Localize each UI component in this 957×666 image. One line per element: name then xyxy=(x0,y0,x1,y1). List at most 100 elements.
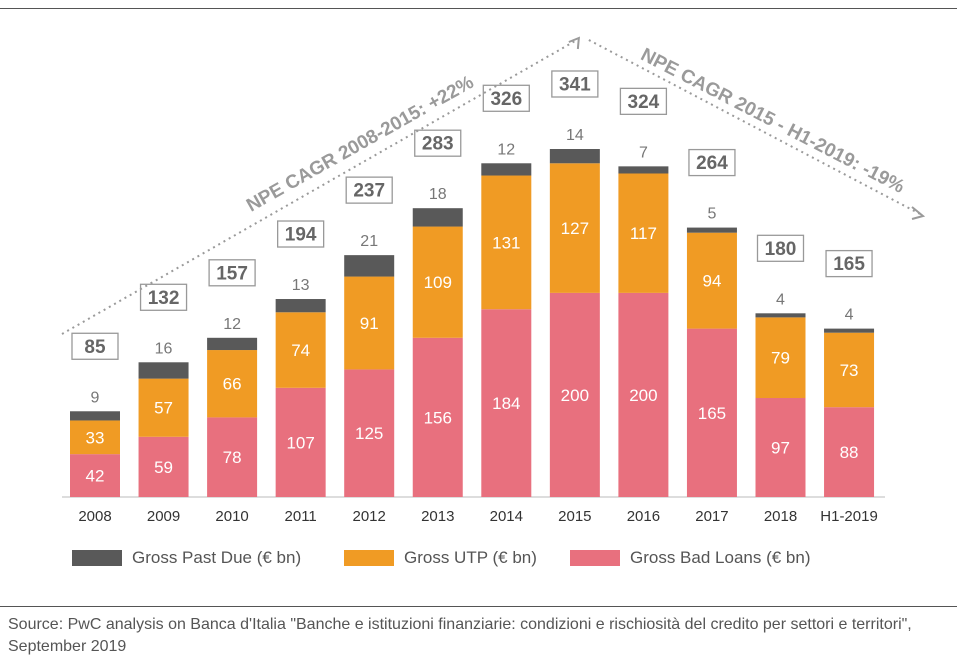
source-note: Source: PwC analysis on Banca d'Italia "… xyxy=(8,616,912,655)
bar-past-due-2008 xyxy=(70,411,120,421)
legend-label-utp: Gross UTP (€ bn) xyxy=(404,548,537,567)
x-tick-label-2014: 2014 xyxy=(490,508,523,525)
bar-past-due-H1-2019 xyxy=(824,328,875,333)
total-label-2016: 324 xyxy=(628,92,660,113)
legend-swatch-bad-loans xyxy=(570,550,620,566)
value-label-utp-2014: 131 xyxy=(492,233,520,252)
value-label-past-due-2010: 12 xyxy=(223,316,241,333)
value-label-utp-H1-2019: 73 xyxy=(840,361,859,380)
legend-item-bad-loans: Gross Bad Loans (€ bn) xyxy=(570,548,810,568)
bar-utp-2017 xyxy=(686,232,737,329)
cagr-annotation-down: NPE CAGR 2015 - H1-2019: -19% xyxy=(637,44,908,197)
value-label-bad-loans-2008: 42 xyxy=(86,467,105,486)
legend-swatch-past-due xyxy=(72,550,122,566)
total-label-2011: 194 xyxy=(285,225,317,246)
total-box-2016 xyxy=(619,87,668,115)
npe-stacked-bar-chart: 4233985200859571613220097866121572010107… xyxy=(61,36,926,525)
value-label-past-due-2017: 5 xyxy=(707,206,716,223)
bar-bad-loans-2012 xyxy=(344,369,395,497)
total-label-2012: 237 xyxy=(353,181,385,202)
x-tick-label-2015: 2015 xyxy=(558,508,591,525)
total-box-2008 xyxy=(71,332,119,360)
bottom-divider xyxy=(0,606,957,607)
x-tick-label-2011: 2011 xyxy=(285,508,317,525)
value-label-bad-loans-2011: 107 xyxy=(286,433,314,452)
bar-utp-2015 xyxy=(549,163,600,293)
trend-line-down xyxy=(588,39,923,216)
total-label-2010: 157 xyxy=(216,263,248,284)
value-label-past-due-2008: 9 xyxy=(91,389,100,406)
value-label-past-due-H1-2019: 4 xyxy=(845,307,854,324)
value-label-past-due-2011: 13 xyxy=(292,277,310,294)
legend-label-past-due: Gross Past Due (€ bn) xyxy=(132,548,302,567)
total-label-2018: 180 xyxy=(765,239,797,260)
bar-bad-loans-2008 xyxy=(70,454,120,497)
value-label-utp-2016: 117 xyxy=(630,224,657,243)
legend-swatch-utp xyxy=(344,550,394,566)
value-label-utp-2009: 57 xyxy=(154,399,173,418)
x-tick-label-2013: 2013 xyxy=(421,508,454,525)
bar-utp-2008 xyxy=(70,420,120,455)
x-tick-label-2010: 2010 xyxy=(215,508,248,525)
value-label-utp-2012: 91 xyxy=(360,314,379,333)
bar-past-due-2015 xyxy=(549,149,600,164)
legend-item-past-due: Gross Past Due (€ bn) xyxy=(72,548,301,568)
total-box-2009 xyxy=(139,283,188,311)
x-tick-label-2017: 2017 xyxy=(695,508,728,525)
bar-bad-loans-2015 xyxy=(549,292,600,497)
bar-bad-loans-2009 xyxy=(138,436,189,497)
total-box-H1-2019 xyxy=(825,249,873,278)
bar-past-due-2018 xyxy=(755,313,806,318)
x-tick-label-2012: 2012 xyxy=(353,508,386,525)
x-tick-label-2018: 2018 xyxy=(764,508,797,525)
bar-utp-2014 xyxy=(481,175,532,310)
bar-bad-loans-2018 xyxy=(755,398,806,497)
value-label-bad-loans-2017: 165 xyxy=(698,404,726,423)
total-label-2008: 85 xyxy=(84,337,106,358)
bar-past-due-2010 xyxy=(207,337,258,351)
value-label-past-due-2015: 14 xyxy=(566,127,584,144)
value-label-bad-loans-2010: 78 xyxy=(223,448,242,467)
bar-past-due-2014 xyxy=(481,163,532,176)
total-box-2015 xyxy=(551,70,599,98)
value-label-utp-2013: 109 xyxy=(424,273,452,292)
value-label-utp-2018: 79 xyxy=(771,349,790,368)
bar-past-due-2016 xyxy=(618,166,669,174)
total-box-2017 xyxy=(688,148,736,177)
bar-bad-loans-2016 xyxy=(618,292,669,497)
value-label-bad-loans-2012: 125 xyxy=(355,424,383,443)
total-label-2015: 341 xyxy=(559,75,591,96)
bar-bad-loans-2017 xyxy=(686,328,737,497)
value-label-utp-2011: 74 xyxy=(291,341,310,360)
total-label-H1-2019: 165 xyxy=(833,254,865,275)
value-label-bad-loans-2015: 200 xyxy=(561,386,589,405)
value-label-bad-loans-2009: 59 xyxy=(154,458,173,477)
total-box-2011 xyxy=(276,220,325,248)
legend-label-bad-loans: Gross Bad Loans (€ bn) xyxy=(630,548,811,567)
total-label-2009: 132 xyxy=(148,288,180,309)
value-label-past-due-2013: 18 xyxy=(429,186,447,203)
bar-past-due-2011 xyxy=(275,299,326,313)
bar-utp-2018 xyxy=(755,317,806,399)
bar-past-due-2009 xyxy=(138,362,189,379)
bar-bad-loans-H1-2019 xyxy=(824,407,875,497)
value-label-past-due-2014: 12 xyxy=(497,141,515,158)
legend-item-utp: Gross UTP (€ bn) xyxy=(344,548,537,568)
bar-utp-2010 xyxy=(207,350,258,418)
bar-bad-loans-2011 xyxy=(275,387,326,497)
bar-past-due-2017 xyxy=(686,227,737,233)
bar-utp-2011 xyxy=(275,312,326,388)
value-label-utp-2017: 94 xyxy=(702,272,721,291)
x-tick-label-2009: 2009 xyxy=(147,508,180,525)
value-label-bad-loans-2013: 156 xyxy=(424,408,452,427)
value-label-bad-loans-2018: 97 xyxy=(771,439,790,458)
total-label-2013: 283 xyxy=(422,134,454,155)
value-label-past-due-2016: 7 xyxy=(639,144,648,161)
total-box-2010 xyxy=(208,259,256,287)
x-tick-label-2016: 2016 xyxy=(627,508,660,525)
bar-bad-loans-2014 xyxy=(481,309,532,497)
value-label-bad-loans-2016: 200 xyxy=(629,386,657,405)
value-label-past-due-2009: 16 xyxy=(155,340,173,357)
x-tick-label-H1-2019: H1-2019 xyxy=(820,508,878,525)
value-label-bad-loans-H1-2019: 88 xyxy=(840,443,859,462)
